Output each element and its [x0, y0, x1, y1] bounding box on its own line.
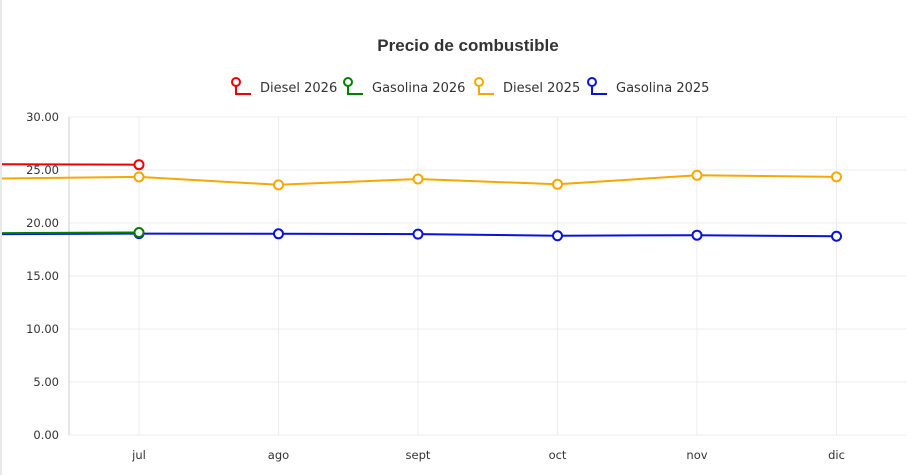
y-tick-label: 10.00 — [26, 322, 59, 336]
legend-marker-icon — [474, 77, 484, 87]
legend-label: Diesel 2026 — [260, 81, 337, 96]
data-point[interactable] — [133, 159, 145, 171]
legend-line-icon — [235, 86, 251, 95]
series-diesel-2025 — [2, 169, 842, 191]
data-point[interactable] — [691, 169, 703, 181]
series-line — [2, 163, 140, 166]
legend-marker-icon — [587, 77, 597, 87]
grid-lines — [69, 116, 907, 436]
data-point[interactable] — [273, 228, 284, 240]
series-diesel-2026 — [2, 159, 145, 171]
y-tick-label: 25.00 — [26, 163, 59, 177]
data-point[interactable] — [691, 229, 703, 241]
series-lines — [2, 159, 842, 242]
y-tick-label: 15.00 — [26, 269, 59, 283]
series-gasolina-2025 — [2, 228, 842, 242]
x-tick-label: oct — [549, 448, 567, 462]
x-tick-label: sept — [406, 448, 431, 462]
x-tick-label: jul — [131, 448, 146, 462]
data-point[interactable] — [831, 230, 842, 242]
legend-item[interactable]: Gasolina 2025 — [587, 77, 709, 96]
legend[interactable]: Diesel 2026 Gasolina 2026 Diesel 2025 Gasol… — [231, 77, 709, 96]
x-tick-label: nov — [686, 448, 707, 462]
data-point[interactable] — [831, 171, 842, 183]
legend-item[interactable]: Diesel 2025 — [474, 77, 580, 96]
legend-marker-icon — [343, 77, 353, 87]
y-tick-label: 30.00 — [26, 110, 59, 124]
data-point[interactable] — [133, 171, 145, 183]
chart-title: Precio de combustible — [377, 36, 558, 55]
series-gasolina-2026 — [2, 227, 145, 239]
data-point[interactable] — [133, 227, 145, 239]
legend-label: Gasolina 2026 — [372, 81, 465, 96]
legend-line-icon — [478, 86, 494, 95]
data-point[interactable] — [552, 230, 563, 242]
y-tick-label: 5.00 — [33, 375, 59, 389]
x-tick-label: ago — [268, 448, 289, 462]
legend-label: Diesel 2025 — [503, 81, 580, 96]
series-line — [2, 231, 140, 235]
data-point[interactable] — [412, 173, 424, 185]
legend-line-icon — [591, 86, 607, 95]
data-point[interactable] — [552, 178, 563, 190]
legend-item[interactable]: Diesel 2026 — [231, 77, 337, 96]
data-point[interactable] — [412, 228, 424, 240]
legend-label: Gasolina 2025 — [616, 81, 709, 96]
legend-line-icon — [347, 86, 363, 95]
x-tick-label: dic — [828, 448, 845, 462]
data-point[interactable] — [273, 179, 284, 191]
legend-item[interactable]: Gasolina 2026 — [343, 77, 465, 96]
y-tick-label: 20.00 — [26, 216, 59, 230]
y-tick-label: 0.00 — [33, 428, 59, 442]
legend-marker-icon — [231, 77, 241, 87]
axes: 0.00 5.00 10.00 15.00 20.00 25.00 30.00 jul ago s… — [26, 110, 845, 462]
